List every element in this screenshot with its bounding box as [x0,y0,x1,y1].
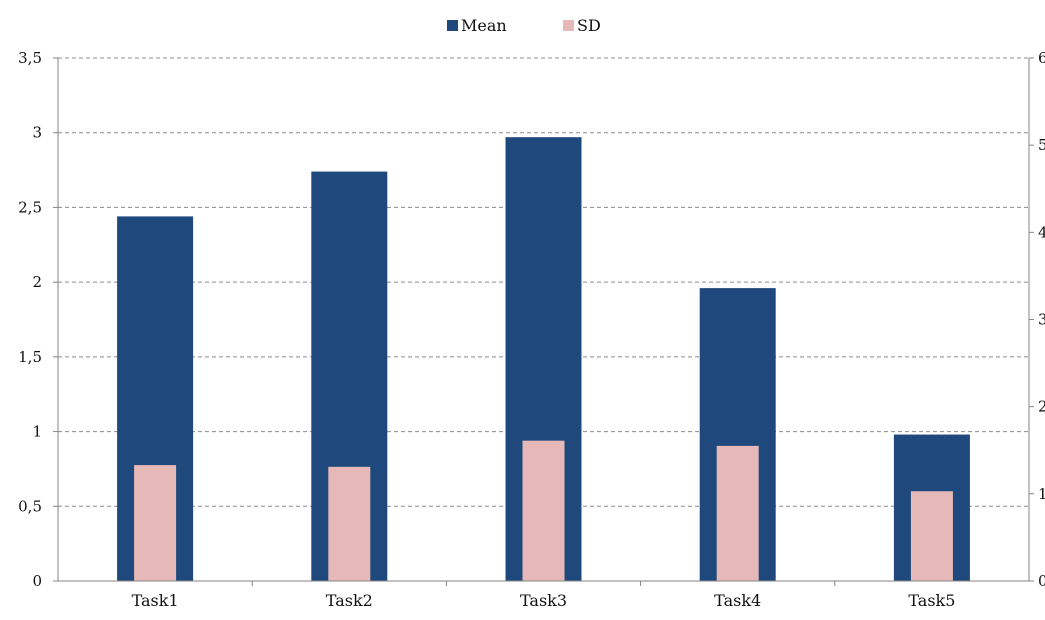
left-tick-label: 2,5 [18,198,42,216]
left-tick-label: 0,5 [18,497,42,515]
bar-sd [328,466,371,581]
left-tick-label: 3,5 [18,49,42,67]
axes [53,57,1034,586]
left-tick-label: 0 [32,572,42,590]
bar-sd [134,465,177,581]
right-tick-label: 1 [1038,485,1045,503]
left-tick-label: 1,5 [18,348,42,366]
right-tick-label: 6 [1038,49,1045,67]
axis-labels: 0 0,5 1 1,5 2 2,5 3 3,5 0 1 2 3 4 5 6 Task1 Task2 Task3 Ta… [18,49,1045,610]
legend-label: SD [577,16,601,35]
left-tick-label: 1 [32,423,42,441]
left-tick-label: 2 [32,273,42,291]
right-tick-label: 0 [1038,572,1045,590]
category-label: Task1 [132,591,179,610]
category-label: Task5 [908,591,955,610]
bars [117,137,970,581]
legend-swatch [447,20,458,31]
left-tick-label: 3 [32,124,42,142]
bar-sd [522,440,565,581]
legend-swatch [563,20,574,31]
category-label: Task3 [520,591,567,610]
bar-sd [910,491,953,581]
right-tick-label: 2 [1038,398,1045,416]
category-label: Task4 [714,591,761,610]
bar-sd [716,445,759,581]
legend: Mean SD [447,16,601,35]
right-tick-label: 4 [1038,223,1045,241]
legend-label: Mean [461,16,507,35]
category-label: Task2 [326,591,373,610]
right-tick-label: 3 [1038,311,1045,329]
right-tick-label: 5 [1038,136,1045,154]
